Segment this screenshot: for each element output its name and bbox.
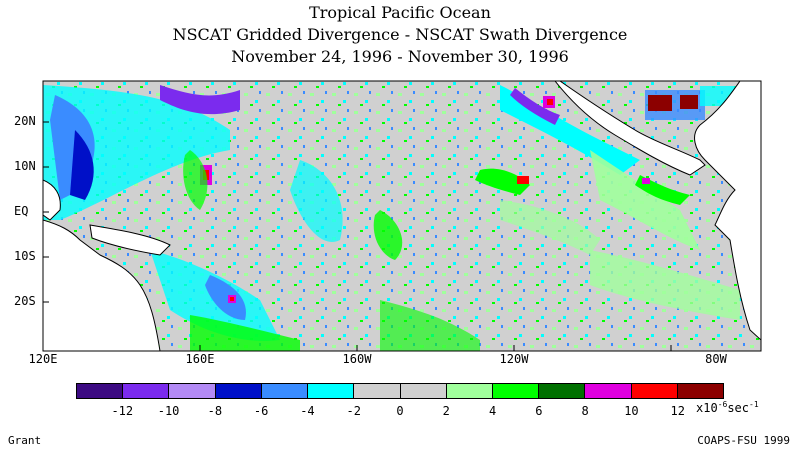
americas-landmass [694,81,761,341]
colorbar-swatch [123,384,170,398]
colorbar-swatch [77,384,124,398]
colorbar-units: x10-6sec-1 [696,400,759,415]
units-exponent: -6 [717,400,728,409]
colorbar-tick-label: -2 [346,404,361,418]
colorbar-swatch [261,384,309,398]
longitude-label: 160W [342,352,372,366]
australia-landmass [43,219,161,351]
colorbar-tick-label: 2 [442,404,450,418]
longitude-label: 80W [705,352,727,366]
colorbar-swatch [492,384,540,398]
colorbar-tick-label: -12 [111,404,134,418]
indonesia-landmass [43,179,61,221]
colorbar-tick-label: -10 [157,404,180,418]
colorbar-swatch [446,384,493,398]
date-range: November 24, 1996 - November 30, 1996 [231,47,569,66]
latitude-label: 10N [14,159,36,173]
units-suffix-exponent: -1 [749,400,759,409]
colorbar-tick-label: 10 [624,404,639,418]
colorbar-swatch [677,384,724,398]
longitude-label: 120W [499,352,529,366]
map-title: Tropical Pacific Ocean [309,3,491,22]
longitude-label: 120E [28,352,58,366]
units-suffix: sec [727,401,750,415]
colorbar-swatch [215,384,262,398]
colorbar-tick-label: 6 [535,404,543,418]
author-credit: Grant [8,434,42,447]
colorbar-tick-label: 4 [488,404,497,418]
latitude-label: 20N [14,114,36,128]
colorbar-swatch [354,384,401,398]
colorbar-tick-label: 12 [670,404,685,418]
colorbar-tick-label: -8 [207,404,223,418]
latitude-label: 10S [14,249,36,263]
longitude-label: 160E [185,352,215,366]
colorbar-swatch [631,384,678,398]
colorbar-tick-label: 0 [396,404,404,418]
colorbar-tick-label: -6 [253,404,269,418]
colorbar-swatch [169,384,216,398]
map-subtitle: NSCAT Gridded Divergence - NSCAT Swath D… [172,25,628,44]
colorbar-tick-label: -4 [300,404,315,418]
axis-ticks [43,121,672,351]
latitude-label: EQ [14,204,29,218]
map-field [43,81,761,351]
new-guinea-landmass [89,224,171,256]
colorbar-swatch [585,384,632,398]
colorbar-swatch [539,384,586,398]
map-frame [42,80,762,352]
colorbar-tick-label: 8 [581,404,589,418]
colorbar-swatch [308,384,355,398]
colorbar-swatch [400,384,447,398]
central-america-landmass [554,81,706,176]
organization-credit: COAPS-FSU 1999 [697,434,790,447]
latitude-label: 20S [14,294,36,308]
colorbar [76,383,724,399]
units-prefix: x10 [696,401,718,415]
